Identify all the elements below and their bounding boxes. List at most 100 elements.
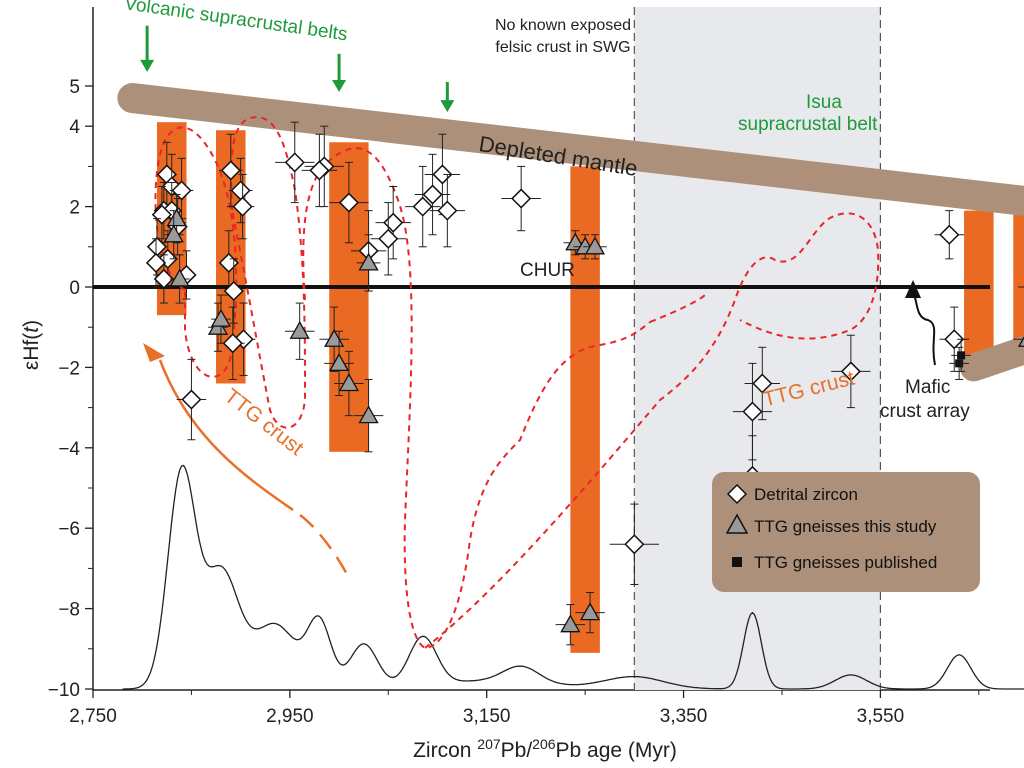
point-diamond-38	[609, 503, 659, 585]
point-diamond-30	[429, 173, 466, 248]
point-diamond-27	[405, 165, 441, 248]
diamond-marker	[840, 361, 861, 382]
triangle-marker	[163, 224, 184, 243]
y-tick-label-5: 0	[69, 278, 80, 299]
y-tick-label-1: −8	[58, 600, 80, 621]
legend: Detrital zircon TTG gneisses this study …	[712, 472, 980, 592]
ttg-crust-arrow-line	[158, 359, 294, 512]
density-curve	[122, 464, 1024, 690]
diamond-marker	[383, 212, 404, 233]
diamond-marker	[223, 280, 244, 302]
legend-label-ttg-published: TTG gneisses published	[754, 553, 937, 572]
field-outlines-layer	[140, 25, 936, 650]
outline-field-3-tail	[649, 294, 706, 323]
point-diamond-20	[275, 121, 315, 204]
triangle-marker	[560, 614, 581, 633]
x-axis-title: Zircon 207Pb/206Pb age (Myr)	[413, 736, 677, 762]
triangle-marker	[565, 232, 586, 251]
point-diamond-22	[301, 133, 338, 208]
axis-titles: Zircon 207Pb/206Pb age (Myr) εHf(t)	[20, 320, 677, 762]
orange-bar-5	[1013, 214, 1024, 364]
diamond-marker	[939, 224, 960, 245]
diamond-marker	[218, 252, 239, 273]
outline-field-2	[230, 116, 307, 429]
diamond-marker	[752, 373, 773, 394]
triangle-marker	[579, 602, 601, 621]
y-tick-label-7: 4	[69, 117, 80, 138]
ttg-crust-arrow-dashed	[299, 514, 352, 581]
point-triangle-8	[334, 350, 364, 417]
trend-bands-layer	[117, 83, 1024, 382]
point-triangle-2	[169, 254, 190, 304]
diamond-marker	[284, 152, 305, 173]
legend-triangle-marker	[725, 513, 749, 534]
outline-field-1	[154, 126, 238, 378]
point-triangle-13	[583, 234, 607, 260]
ttg-crust-left-label: TTG crust	[220, 384, 308, 460]
green-arrow-head-0	[140, 59, 155, 72]
point-triangle-4	[210, 294, 232, 344]
point-diamond-32	[934, 210, 965, 260]
mafic-pointer-line	[912, 292, 936, 366]
point-square-1	[951, 338, 971, 372]
diamond-marker	[422, 184, 443, 205]
x-tick-label-0: 2,750	[69, 706, 117, 727]
x-tick-label-1: 2,950	[266, 706, 314, 727]
diamond-marker	[222, 333, 243, 354]
axis-ticks-layer: 2,7502,9503,1503,3503,5503,7503,950−10−8…	[48, 77, 980, 727]
point-diamond-19	[220, 306, 245, 380]
point-triangle-1	[163, 210, 184, 260]
triangle-marker	[358, 252, 379, 271]
point-diamond-28	[414, 153, 451, 236]
y-tick-label-5: 5	[69, 77, 80, 98]
point-diamond-16	[218, 230, 239, 296]
depleted-mantle-band	[117, 83, 1024, 216]
green-arrow-head-1	[332, 80, 347, 93]
point-diamond-17	[223, 258, 244, 324]
point-triangle-14	[555, 604, 586, 646]
mafic-label-line2: crust array	[880, 401, 970, 422]
triangle-marker	[169, 268, 190, 287]
x-tick-label-3: 3,350	[660, 706, 708, 727]
y-tick-label-0: −10	[48, 680, 80, 701]
y-tick-label-6: 2	[69, 198, 80, 219]
green-arrow-head-2	[440, 100, 455, 113]
triangle-marker	[328, 353, 350, 372]
point-square-2	[1018, 286, 1024, 288]
diamond-marker	[624, 534, 645, 555]
point-triangle-15	[575, 592, 605, 634]
diamond-marker	[742, 401, 763, 422]
point-triangle-10	[356, 234, 381, 292]
triangle-marker	[338, 373, 360, 392]
square-marker	[957, 351, 966, 360]
legend-box	[712, 472, 980, 592]
diamond-marker	[338, 192, 359, 213]
diamond-marker	[437, 200, 458, 221]
x-tick-label-2: 3,150	[463, 706, 511, 727]
isua-label-line1: Isua	[806, 92, 842, 113]
point-diamond-25	[375, 186, 411, 260]
density-curve-layer	[122, 464, 1024, 690]
triangle-marker	[210, 308, 232, 327]
point-diamond-9	[145, 238, 167, 288]
point-diamond-15	[230, 173, 255, 240]
point-diamond-12	[176, 358, 207, 441]
point-diamond-33	[939, 306, 969, 372]
volcanic-belts-label: Volcanic supracrustal belts	[123, 0, 349, 45]
legend-label-ttg-study: TTG gneisses this study	[754, 517, 937, 536]
diamond-marker	[412, 196, 433, 217]
diamond-marker	[181, 389, 202, 410]
chur-label: CHUR	[520, 260, 575, 281]
diamond-marker	[232, 196, 253, 217]
diamond-marker	[511, 188, 532, 209]
point-triangle-5	[284, 302, 315, 360]
point-diamond-23	[329, 161, 369, 244]
diamond-marker	[145, 252, 167, 273]
diamond-marker	[153, 268, 174, 290]
square-marker	[955, 359, 964, 368]
x-tick-label-4: 3,550	[857, 706, 905, 727]
band-label-line2: felsic crust in SWG	[495, 39, 630, 56]
band-label-line1: No known exposed	[495, 17, 631, 34]
triangle-marker	[166, 208, 187, 227]
